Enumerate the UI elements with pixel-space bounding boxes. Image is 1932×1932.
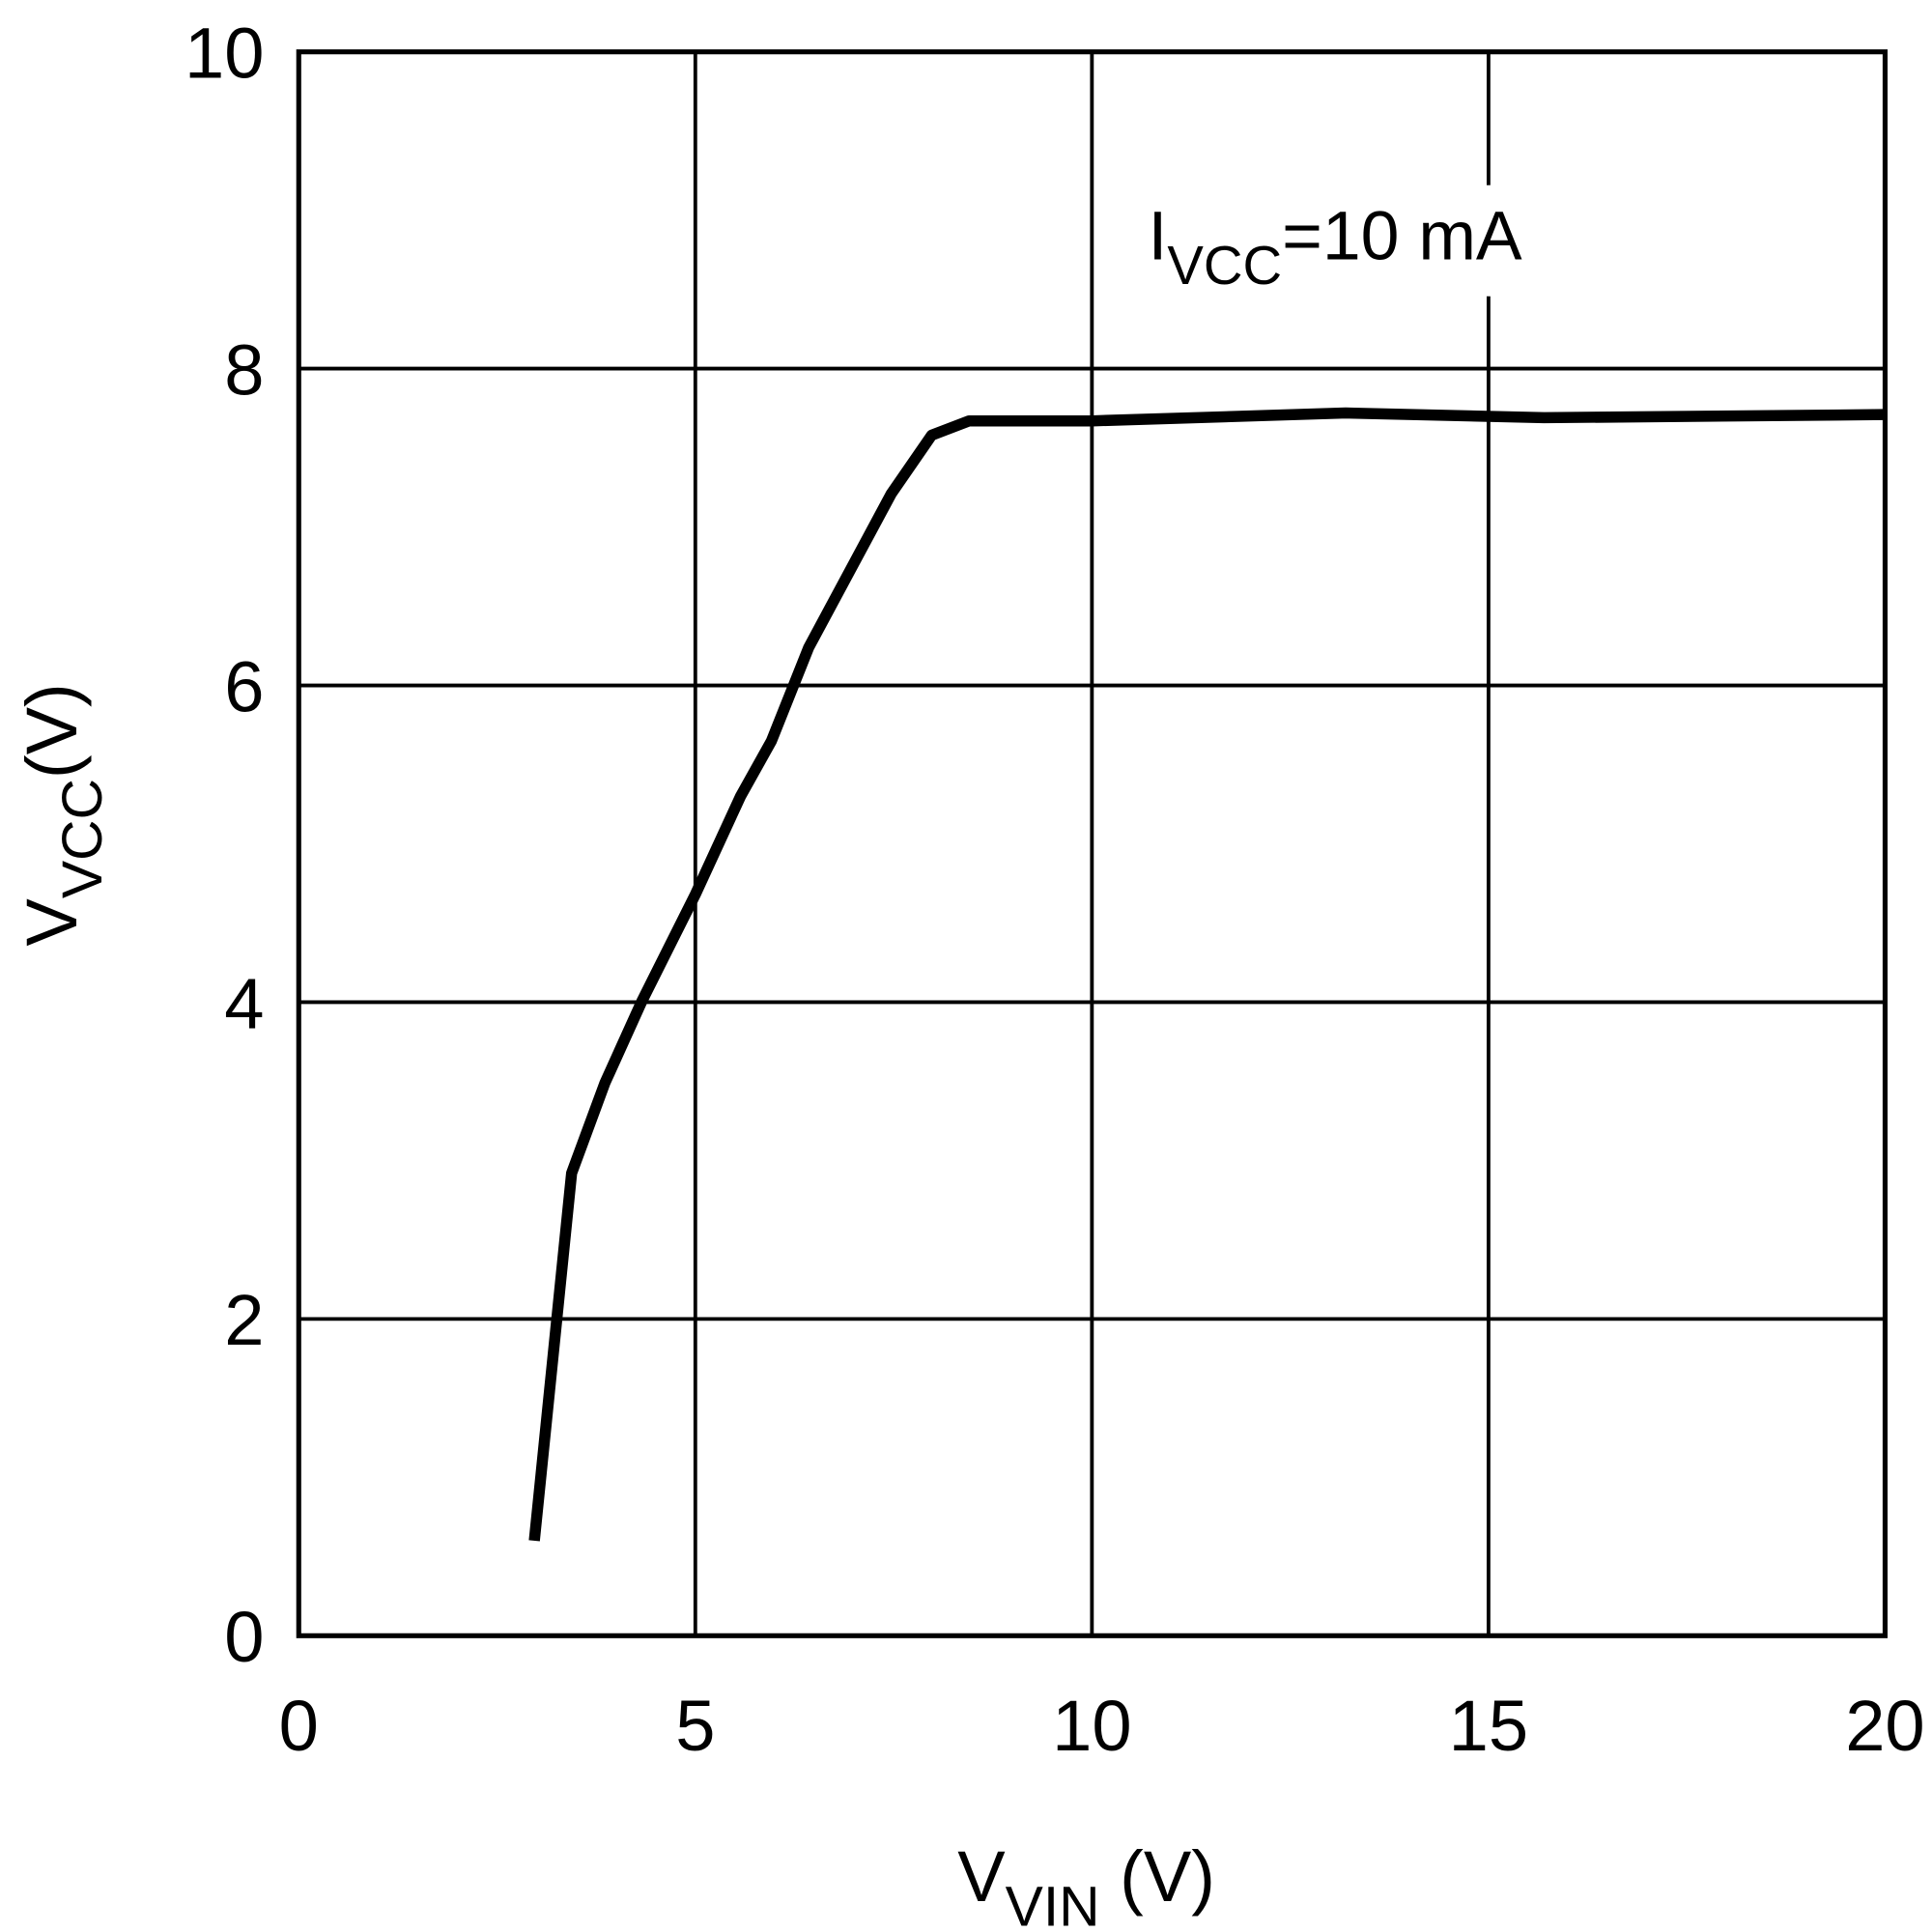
- series-group: [528, 407, 1886, 1542]
- x-tick-label: 5: [675, 1686, 715, 1766]
- grid: [297, 49, 1888, 1638]
- x-tick-label: 15: [1449, 1686, 1528, 1766]
- y-tick-label: 2: [224, 1280, 264, 1360]
- x-tick-label: 10: [1052, 1686, 1131, 1766]
- y-tick-label: 8: [224, 329, 264, 410]
- y-axis-label: VVCC(V): [12, 683, 114, 946]
- y-tick-label: 0: [224, 1597, 264, 1677]
- y-tick-label: 10: [185, 14, 264, 94]
- x-axis-label: VVIN (V): [957, 1836, 1215, 1932]
- y-tick-label: 6: [224, 646, 264, 726]
- plot-frame: [296, 49, 1888, 1638]
- x-tick-label: 20: [1845, 1686, 1924, 1766]
- y-tick-label: 4: [224, 963, 264, 1043]
- x-tick-label: 0: [279, 1686, 319, 1766]
- tick-labels: 0 5 10 15 20 0 2 4 6 8 10: [185, 14, 1925, 1767]
- annotation-background: [1135, 185, 1624, 297]
- annotation: IVCC=10 mA: [1148, 197, 1521, 296]
- series-line-0: [528, 407, 1886, 1542]
